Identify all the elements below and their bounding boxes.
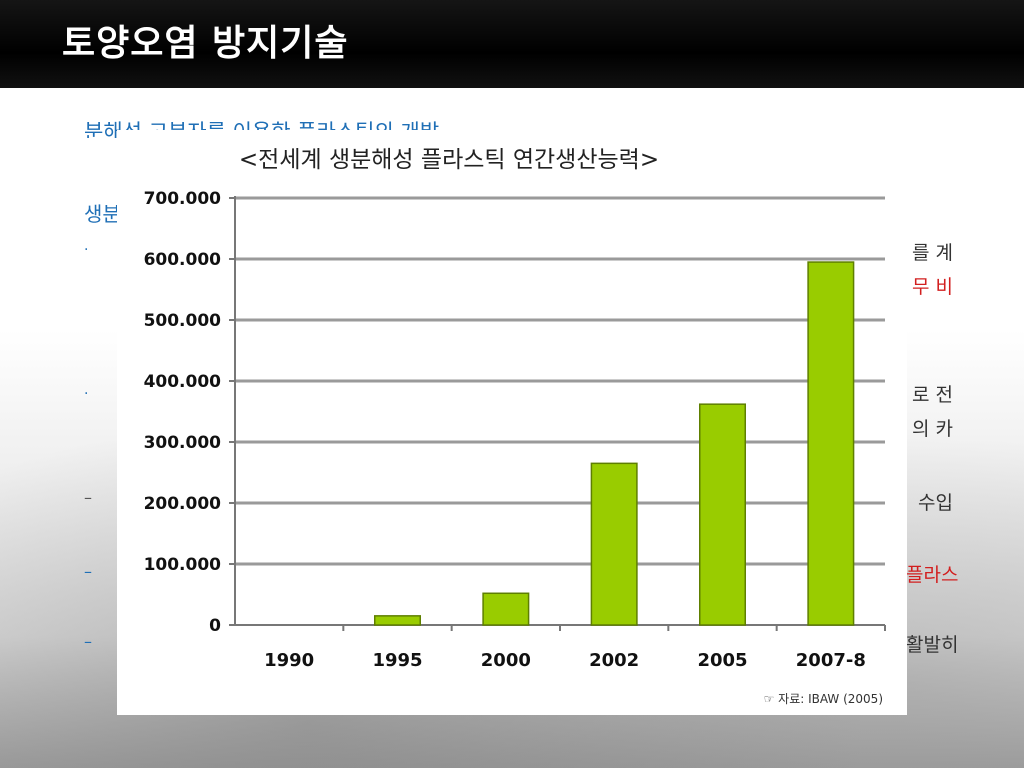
bullet-marker: ·	[84, 242, 89, 258]
bar	[482, 592, 530, 626]
x-tick-label: 2000	[481, 650, 531, 671]
header-bar: 토양오염 방지기술	[0, 0, 1024, 88]
y-tick-label: 300.000	[144, 433, 222, 453]
body-text-fragment: 활발히	[906, 634, 959, 656]
chart-source-note: ☞ 자료: IBAW (2005)	[763, 692, 883, 706]
chart-title: <전세계 생분해성 플라스틱 연간생산능력>	[238, 147, 660, 173]
body-text-fragment: 수입	[918, 492, 953, 514]
chart-panel: <전세계 생분해성 플라스틱 연간생산능력> 0 100.000 200.000 30…	[117, 130, 907, 715]
body-text-fragment: 로 전	[912, 384, 953, 406]
bar	[699, 403, 746, 626]
slide-subtitle-fragment: 생분	[84, 202, 121, 226]
bar	[807, 261, 855, 626]
body-text-fragment: 를 계	[912, 242, 953, 264]
x-tick-label: 2007-8	[796, 650, 866, 671]
bar-chart: 0 100.000 200.000 300.000 400.000 500.000 600.…	[144, 189, 886, 671]
dash-marker: –	[84, 562, 92, 581]
body-text-fragment: 플라스	[906, 564, 959, 586]
page-title: 토양오염 방지기술	[62, 23, 349, 64]
dash-marker: –	[84, 632, 92, 651]
y-tick-label: 600.000	[144, 250, 222, 270]
y-tick-label: 500.000	[144, 311, 222, 331]
y-tick-label: 0	[209, 616, 221, 636]
body-text-fragment: 무 비	[912, 276, 953, 298]
x-tick-label: 2005	[697, 650, 747, 671]
x-tick-label: 2002	[589, 650, 639, 671]
bullet-marker: ·	[84, 386, 89, 402]
y-tick-label: 200.000	[144, 494, 222, 514]
y-tick-label: 700.000	[144, 189, 222, 209]
x-tick-label: 1990	[264, 650, 314, 671]
bar	[590, 462, 638, 626]
dash-marker: –	[84, 488, 92, 507]
y-tick-label: 400.000	[144, 372, 222, 392]
body-text-fragment: 의 카	[912, 418, 953, 440]
x-tick-label: 1995	[372, 650, 422, 671]
y-tick-label: 100.000	[144, 555, 222, 575]
bar	[374, 615, 421, 626]
